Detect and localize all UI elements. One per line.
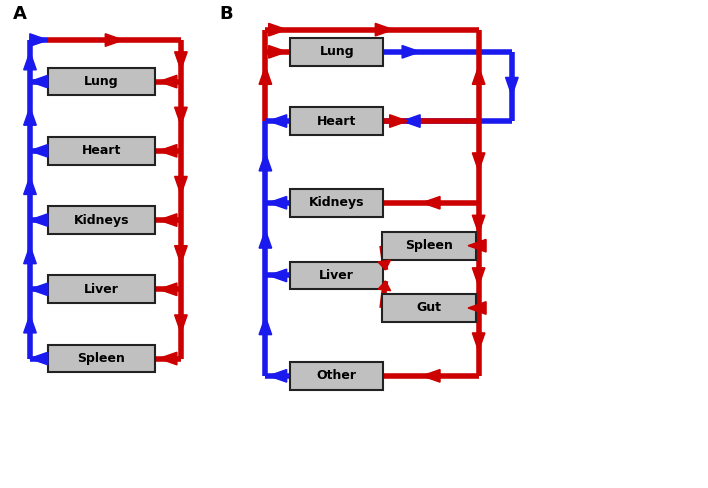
Text: Other: Other [316, 369, 357, 382]
FancyBboxPatch shape [47, 206, 155, 234]
Text: B: B [219, 5, 233, 23]
Polygon shape [268, 23, 287, 36]
Polygon shape [375, 23, 393, 36]
Polygon shape [105, 34, 123, 46]
FancyBboxPatch shape [47, 345, 155, 372]
Text: Heart: Heart [317, 115, 356, 127]
Polygon shape [23, 315, 36, 333]
FancyBboxPatch shape [382, 232, 476, 260]
Polygon shape [23, 245, 36, 264]
Polygon shape [159, 214, 177, 226]
Polygon shape [472, 268, 485, 286]
Polygon shape [402, 45, 420, 58]
Text: Lung: Lung [319, 45, 354, 59]
Polygon shape [268, 369, 287, 382]
Polygon shape [30, 214, 48, 226]
Polygon shape [259, 317, 272, 335]
Polygon shape [472, 333, 485, 351]
FancyBboxPatch shape [290, 189, 384, 217]
Polygon shape [422, 197, 440, 209]
Text: Spleen: Spleen [405, 239, 452, 252]
Polygon shape [23, 52, 36, 70]
FancyBboxPatch shape [47, 68, 155, 96]
Text: Liver: Liver [84, 283, 119, 296]
Polygon shape [175, 177, 187, 194]
Text: A: A [13, 5, 27, 23]
Polygon shape [422, 369, 440, 382]
Polygon shape [30, 75, 48, 88]
Polygon shape [472, 153, 485, 171]
Text: Kidneys: Kidneys [309, 196, 365, 209]
Polygon shape [259, 153, 272, 171]
Polygon shape [23, 107, 36, 125]
Polygon shape [175, 315, 187, 333]
Polygon shape [159, 352, 177, 365]
Text: Spleen: Spleen [77, 352, 125, 365]
Polygon shape [389, 115, 408, 127]
Polygon shape [159, 283, 177, 296]
Polygon shape [175, 107, 187, 125]
Polygon shape [468, 240, 486, 252]
Text: Kidneys: Kidneys [74, 214, 129, 226]
FancyBboxPatch shape [290, 362, 384, 390]
Polygon shape [268, 45, 287, 58]
Polygon shape [268, 115, 287, 127]
Polygon shape [268, 197, 287, 209]
FancyBboxPatch shape [382, 294, 476, 322]
Polygon shape [175, 52, 187, 70]
Polygon shape [30, 34, 48, 46]
FancyBboxPatch shape [47, 137, 155, 164]
FancyBboxPatch shape [290, 107, 384, 135]
Text: Lung: Lung [84, 75, 119, 88]
Text: Liver: Liver [319, 269, 354, 282]
Polygon shape [402, 115, 420, 127]
FancyBboxPatch shape [47, 275, 155, 303]
Polygon shape [159, 144, 177, 157]
Polygon shape [159, 75, 177, 88]
Polygon shape [30, 352, 48, 365]
Polygon shape [468, 302, 486, 314]
Text: Heart: Heart [81, 144, 121, 157]
FancyBboxPatch shape [290, 262, 384, 289]
Polygon shape [506, 78, 518, 96]
Text: Gut: Gut [416, 302, 441, 314]
Polygon shape [378, 260, 391, 270]
Polygon shape [23, 177, 36, 194]
Polygon shape [472, 215, 485, 233]
FancyBboxPatch shape [290, 38, 384, 66]
Polygon shape [30, 283, 48, 296]
Polygon shape [175, 245, 187, 264]
Polygon shape [259, 230, 272, 248]
Polygon shape [30, 144, 48, 157]
Polygon shape [259, 66, 272, 84]
Polygon shape [378, 281, 391, 291]
Polygon shape [268, 269, 287, 282]
Polygon shape [472, 66, 485, 84]
